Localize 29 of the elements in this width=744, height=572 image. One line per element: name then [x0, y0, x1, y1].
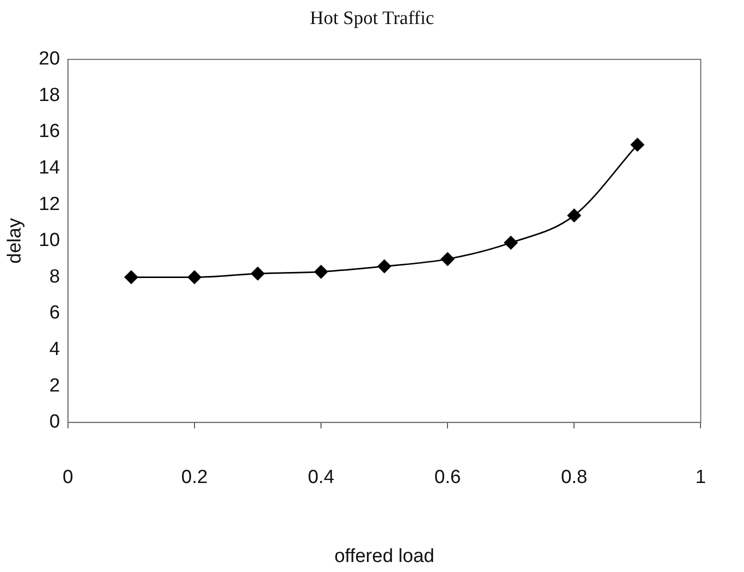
y-tick-label: 20	[38, 48, 60, 70]
point	[504, 236, 518, 250]
x-tick-label: 0	[62, 467, 74, 488]
y-tick-label: 18	[38, 84, 60, 106]
x-tick-label: 0.4	[308, 467, 335, 488]
point	[378, 260, 392, 274]
point	[124, 270, 138, 284]
y-tick-label: 2	[49, 375, 60, 396]
point	[251, 266, 265, 280]
point	[314, 265, 328, 279]
x-tick-label: 1	[695, 467, 706, 488]
point	[440, 252, 454, 266]
point	[567, 208, 581, 222]
y-tick-label: 0	[49, 412, 60, 433]
point	[188, 270, 202, 284]
y-tick-label: 16	[38, 121, 60, 142]
x-axis-title: offered load	[334, 546, 434, 567]
x-tick-label: 0.8	[560, 467, 588, 488]
point	[630, 138, 644, 152]
x-tick-label: 0.6	[434, 467, 461, 488]
x-tick-label: 0.2	[181, 467, 208, 488]
y-tick-label: 6	[49, 302, 60, 324]
y-tick-label: 8	[49, 266, 60, 288]
y-axis-title: delay	[4, 218, 26, 264]
chart-title: Hot Spot Traffic	[308, 8, 436, 30]
y-tick-label: 12	[38, 194, 60, 215]
y-tick-label: 14	[38, 158, 60, 179]
y-tick-label: 4	[49, 339, 60, 360]
y-tick-label: 10	[38, 230, 60, 252]
